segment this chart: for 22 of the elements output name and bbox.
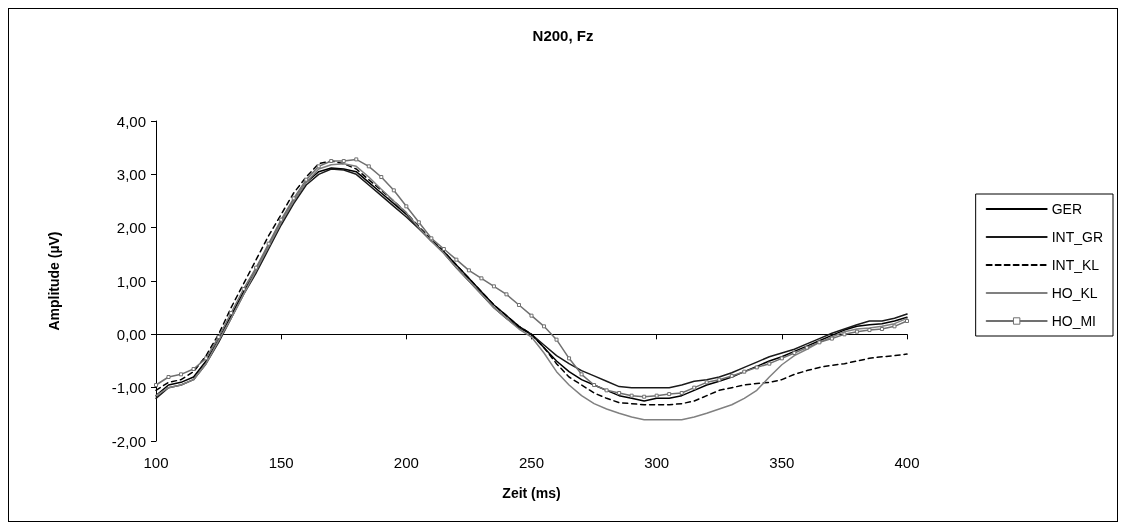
x-tick-label: 200: [393, 454, 419, 471]
y-axis-title: Amplitude (µV): [46, 231, 62, 331]
x-tick-label: 100: [143, 454, 169, 471]
legend-label: GER: [1051, 201, 1083, 217]
y-tick-label: 4,00: [116, 112, 146, 130]
y-tick-label: 3,00: [116, 165, 146, 183]
y-tick-label: 1,00: [116, 272, 146, 290]
y-tick-label: -2,00: [111, 432, 146, 450]
legend-label: INT_KL: [1051, 257, 1100, 273]
chart-title: N200, Fz: [532, 27, 594, 44]
x-tick-label: 250: [518, 454, 545, 471]
x-axis-title: Zeit (ms): [502, 485, 561, 501]
legend-label: HO_MI: [1051, 313, 1097, 329]
x-tick-label: 300: [644, 454, 670, 471]
y-tick-label: 2,00: [116, 219, 146, 237]
legend-label: HO_KL: [1051, 285, 1098, 301]
x-tick-label: 350: [769, 454, 795, 471]
legend-label: INT_GR: [1051, 229, 1104, 245]
y-tick-label: 0,00: [116, 325, 146, 343]
y-tick-label: -1,00: [111, 379, 146, 397]
x-tick-label: 400: [894, 454, 920, 471]
x-tick-label: 150: [268, 454, 294, 471]
